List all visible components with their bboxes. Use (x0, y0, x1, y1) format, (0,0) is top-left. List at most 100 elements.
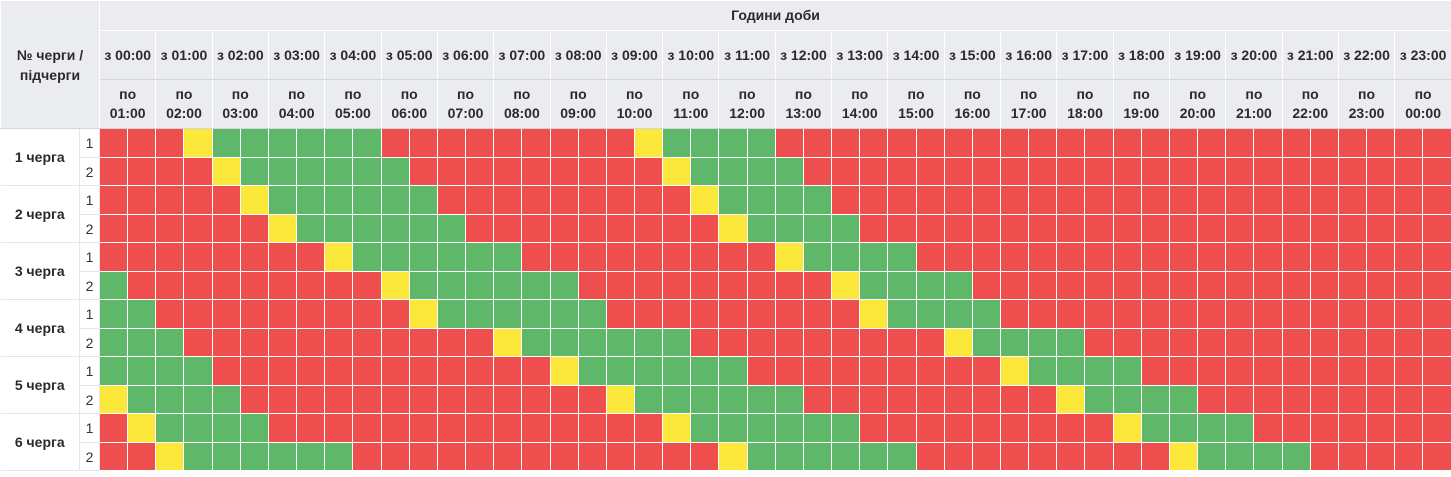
schedule-cell-red (465, 214, 495, 243)
schedule-cell-red (436, 442, 467, 471)
schedule-cell-red (155, 185, 185, 215)
schedule-cell-red (999, 185, 1030, 215)
schedule-cell-green (577, 328, 607, 357)
schedule-cell-green (1112, 356, 1142, 386)
schedule-cell-green (633, 328, 664, 357)
queue-name: 1 черга (0, 128, 80, 186)
hour-from-label: з 10:00 (662, 30, 720, 80)
schedule-cell-red (549, 413, 579, 443)
schedule-cell-red (521, 185, 551, 215)
schedule-cell-red (1225, 128, 1255, 158)
schedule-cell-red (1225, 214, 1255, 243)
schedule-cell-green (1281, 442, 1311, 471)
schedule-cell-red (380, 385, 410, 414)
hour-to-label: по 23:00 (1337, 79, 1396, 129)
hour-from-label: з 21:00 (1281, 30, 1339, 80)
schedule-cell-red (408, 442, 438, 471)
schedule-cell-green (127, 299, 157, 329)
schedule-cell-green (915, 299, 945, 329)
schedule-cell-red (549, 442, 579, 471)
schedule-cell-red (971, 442, 1002, 471)
schedule-cell-yellow (549, 356, 579, 386)
queue-row: 4 черга 1 (0, 299, 1451, 357)
schedule-cell-red (155, 128, 185, 158)
schedule-cell-green (718, 385, 748, 414)
hour-to-label: по 16:00 (943, 79, 1002, 129)
schedule-cell-red (549, 242, 579, 272)
schedule-cell-red (1366, 442, 1396, 471)
schedule-cell-red (1197, 356, 1227, 386)
schedule-cell-red (1168, 185, 1199, 215)
schedule-cell-red (1253, 128, 1283, 158)
schedule-cell-red (1422, 385, 1451, 414)
schedule-cell-green (577, 356, 607, 386)
schedule-cell-red (633, 185, 664, 215)
schedule-cell-green (662, 385, 692, 414)
schedule-cell-red (802, 385, 833, 414)
schedule-cell-red (352, 413, 382, 443)
schedule-cell-red (1056, 157, 1086, 186)
hour-from-label: з 06:00 (436, 30, 495, 80)
schedule-cell-yellow (999, 356, 1030, 386)
schedule-cell-red (971, 385, 1002, 414)
schedule-cell-green (352, 214, 382, 243)
schedule-cell-red (1168, 128, 1199, 158)
schedule-cell-red (465, 413, 495, 443)
schedule-cell-red (605, 128, 635, 158)
schedule-cell-green (465, 299, 495, 329)
schedule-cell-red (1309, 385, 1339, 414)
schedule-cell-yellow (1056, 385, 1086, 414)
schedule-cell-red (1281, 185, 1311, 215)
schedule-cell-green (549, 328, 579, 357)
schedule-cell-green (1197, 413, 1227, 443)
schedule-cell-green (746, 442, 776, 471)
hour-to-label: по 11:00 (662, 79, 720, 129)
schedule-cell-red (690, 271, 720, 300)
schedule-cell-red (1309, 157, 1339, 186)
schedule-cell-red (183, 157, 213, 186)
queue-row: 2 (1, 271, 1451, 300)
schedule-cell-red (577, 185, 607, 215)
schedule-cell-red (662, 185, 692, 215)
schedule-cell-green (633, 385, 664, 414)
schedule-cell-red (183, 185, 213, 215)
schedule-cell-green (1028, 328, 1058, 357)
schedule-cell-red (887, 185, 917, 215)
schedule-cell-red (155, 157, 185, 186)
hour-from-label: з 04:00 (324, 30, 382, 80)
schedule-cell-red (324, 385, 354, 414)
schedule-cell-green (1056, 356, 1086, 386)
schedule-cell-green (859, 442, 889, 471)
schedule-cell-red (999, 413, 1030, 443)
schedule-cell-green (98, 356, 129, 386)
schedule-cell-green (127, 385, 157, 414)
schedule-cell-red (1225, 328, 1255, 357)
schedule-cell-red (267, 242, 298, 272)
schedule-cell-green (831, 214, 861, 243)
schedule-cell-red (831, 328, 861, 357)
schedule-cell-red (1394, 157, 1424, 186)
schedule-cell-red (915, 356, 945, 386)
queue-name: 3 черга (0, 242, 80, 300)
schedule-cell-red (859, 128, 889, 158)
schedule-cell-yellow (155, 442, 185, 471)
subqueue-label: 1 (79, 185, 100, 215)
schedule-cell-yellow (831, 271, 861, 300)
schedule-cell-red (98, 185, 129, 215)
schedule-cell-red (493, 185, 523, 215)
schedule-cell-red (1337, 442, 1368, 471)
schedule-cell-green (211, 128, 241, 158)
schedule-cell-green (352, 242, 382, 272)
schedule-cell-red (999, 385, 1030, 414)
schedule-cell-red (1112, 442, 1142, 471)
schedule-cell-red (1337, 157, 1368, 186)
schedule-cell-red (1084, 442, 1114, 471)
schedule-cell-green (408, 185, 438, 215)
schedule-cell-red (1197, 328, 1227, 357)
queue-row: 2 (1, 385, 1451, 414)
schedule-cell-red (831, 157, 861, 186)
schedule-cell-red (1337, 299, 1368, 329)
schedule-cell-red (1337, 328, 1368, 357)
schedule-cell-green (352, 185, 382, 215)
schedule-cell-yellow (943, 328, 973, 357)
